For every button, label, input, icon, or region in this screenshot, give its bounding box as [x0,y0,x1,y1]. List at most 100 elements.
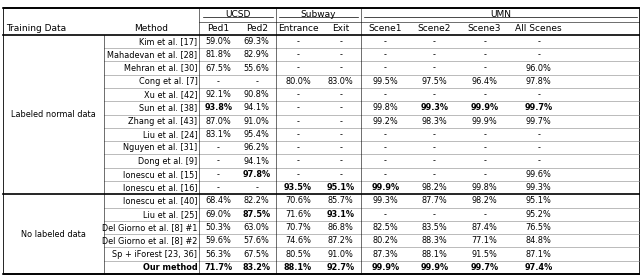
Text: 55.6%: 55.6% [244,64,269,73]
Text: 83.5%: 83.5% [421,223,447,232]
Text: -: - [483,90,486,99]
Text: 82.5%: 82.5% [372,223,398,232]
Text: 99.5%: 99.5% [372,77,398,86]
Text: 96.0%: 96.0% [526,64,552,73]
Text: -: - [255,183,258,192]
Text: 94.1%: 94.1% [244,157,269,166]
Text: -: - [483,50,486,59]
Text: -: - [384,37,387,46]
Text: -: - [217,157,220,166]
Text: 68.4%: 68.4% [205,197,232,205]
Text: -: - [433,90,436,99]
Text: Sun et al. [38]: Sun et al. [38] [139,103,197,113]
Text: 82.2%: 82.2% [244,197,269,205]
Text: 97.8%: 97.8% [526,77,552,86]
Text: 86.8%: 86.8% [328,223,354,232]
Text: -: - [538,50,540,59]
Text: 83.0%: 83.0% [328,77,353,86]
Text: All Scenes: All Scenes [515,24,562,33]
Text: Method: Method [134,24,168,33]
Text: 99.2%: 99.2% [372,117,398,126]
Text: 67.5%: 67.5% [244,250,269,259]
Text: Ped2: Ped2 [246,24,268,33]
Text: -: - [296,90,300,99]
Text: 99.3%: 99.3% [420,103,448,113]
Text: 98.2%: 98.2% [472,197,497,205]
Text: UMN: UMN [490,11,511,19]
Text: Del Giorno et al. [8] #2: Del Giorno et al. [8] #2 [102,236,197,245]
Text: Ped1: Ped1 [207,24,230,33]
Text: 93.1%: 93.1% [326,210,355,219]
Text: 95.1%: 95.1% [326,183,355,192]
Text: 80.2%: 80.2% [372,236,398,245]
Text: -: - [339,143,342,152]
Text: 87.7%: 87.7% [421,197,447,205]
Text: -: - [339,37,342,46]
Text: -: - [384,50,387,59]
Text: 85.7%: 85.7% [328,197,353,205]
Text: 97.4%: 97.4% [525,263,553,272]
Text: Cong et al. [7]: Cong et al. [7] [138,77,197,86]
Text: -: - [538,90,540,99]
Text: 87.5%: 87.5% [243,210,271,219]
Text: -: - [384,157,387,166]
Text: 99.6%: 99.6% [526,170,552,179]
Text: 80.5%: 80.5% [285,250,311,259]
Text: -: - [255,77,258,86]
Text: Kim et al. [17]: Kim et al. [17] [140,37,197,46]
Text: -: - [296,103,300,113]
Text: -: - [483,170,486,179]
Text: Scene1: Scene1 [369,24,402,33]
Text: -: - [296,37,300,46]
Text: 91.0%: 91.0% [244,117,269,126]
Text: 57.6%: 57.6% [244,236,269,245]
Text: 83.2%: 83.2% [243,263,271,272]
Text: 92.1%: 92.1% [205,90,232,99]
Text: 87.2%: 87.2% [328,236,353,245]
Text: -: - [339,157,342,166]
Text: -: - [217,170,220,179]
Text: 76.5%: 76.5% [526,223,552,232]
Text: 96.4%: 96.4% [472,77,498,86]
Text: -: - [483,64,486,73]
Text: 59.0%: 59.0% [205,37,231,46]
Text: -: - [339,170,342,179]
Text: 99.3%: 99.3% [372,197,398,205]
Text: -: - [384,64,387,73]
Text: 63.0%: 63.0% [244,223,269,232]
Text: Our method: Our method [143,263,197,272]
Text: 99.7%: 99.7% [470,263,499,272]
Text: -: - [433,143,436,152]
Text: -: - [538,130,540,139]
Text: 70.7%: 70.7% [285,223,311,232]
Text: Ionescu et al. [40]: Ionescu et al. [40] [123,197,197,205]
Text: 87.1%: 87.1% [526,250,552,259]
Text: 87.0%: 87.0% [205,117,231,126]
Text: 92.7%: 92.7% [326,263,355,272]
Text: Subway: Subway [301,11,336,19]
Text: 88.1%: 88.1% [284,263,312,272]
Text: 95.4%: 95.4% [244,130,269,139]
Text: -: - [384,170,387,179]
Text: 90.8%: 90.8% [244,90,269,99]
Text: 99.7%: 99.7% [526,117,552,126]
Text: 96.2%: 96.2% [244,143,269,152]
Text: 98.3%: 98.3% [421,117,447,126]
Text: 99.9%: 99.9% [470,103,499,113]
Text: -: - [339,64,342,73]
Text: Exit: Exit [332,24,349,33]
Text: -: - [483,143,486,152]
Text: 56.3%: 56.3% [205,250,232,259]
Text: Sp + iForest [23, 36]: Sp + iForest [23, 36] [113,250,197,259]
Text: 81.8%: 81.8% [205,50,232,59]
Text: 71.7%: 71.7% [204,263,232,272]
Text: 97.5%: 97.5% [421,77,447,86]
Text: 74.6%: 74.6% [285,236,311,245]
Text: 99.9%: 99.9% [371,263,399,272]
Text: Nguyen et al. [31]: Nguyen et al. [31] [123,143,197,152]
Text: 95.1%: 95.1% [526,197,552,205]
Text: 67.5%: 67.5% [205,64,232,73]
Text: -: - [217,77,220,86]
Text: -: - [296,64,300,73]
Text: 91.0%: 91.0% [328,250,354,259]
